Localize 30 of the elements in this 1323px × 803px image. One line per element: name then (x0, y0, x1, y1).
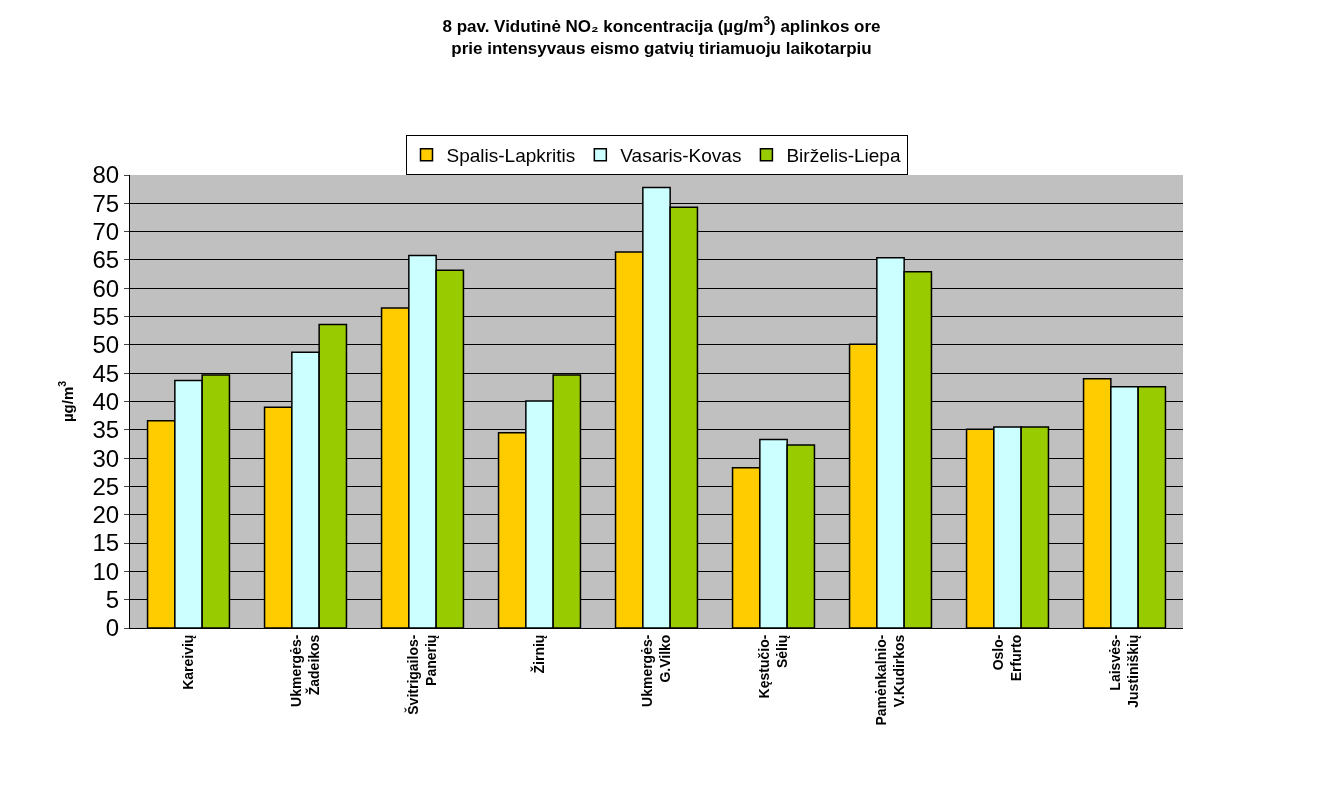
x-tick-label: Laisvės-Justiniškių (1106, 634, 1142, 708)
y-tick-label: 10 (92, 557, 120, 585)
y-tick-label: 75 (92, 189, 120, 217)
x-tick-label: Kareivių (180, 634, 197, 690)
x-tick-label: Kęstučio-Sėlių (755, 634, 791, 699)
y-tick-label: 40 (92, 387, 120, 415)
y-tick-label: 80 (92, 161, 120, 189)
x-tick-label: Ukmergės-Žadeikos (287, 634, 323, 707)
legend-label: Birželis-Liepa (786, 145, 901, 167)
y-tick-label: 25 (92, 472, 120, 500)
y-tick-label: 5 (105, 586, 120, 614)
x-tick-label: Ukmergės-G.Vilko (638, 634, 674, 707)
chart-title: 8 pav. Vidutinė NO₂ koncentracija (µg/m$^{3}$) aplinkos ore prie intensyvaus eismo gatvių tiriamuoju laikotarpiu (442, 13, 881, 59)
y-tick-label: 20 (92, 501, 120, 529)
y-tick-label: 35 (92, 416, 120, 444)
y-tick-label: 0 (105, 614, 120, 642)
legend-label: Vasaris-Kovas (620, 145, 742, 167)
x-tick-label: Švitrigailos-Panerių (403, 634, 440, 715)
y-tick-label: 45 (92, 359, 120, 387)
y-tick-label: 65 (92, 246, 120, 274)
x-tick-label: Pamėnkalnio-V.Kudirkos (872, 634, 908, 726)
y-tick-label: 55 (92, 302, 120, 330)
y-tick-label: 60 (92, 274, 120, 302)
legend-label: Spalis-Lapkritis (446, 145, 576, 167)
x-tick-label: Žirnių (530, 634, 548, 674)
y-tick-label: 50 (92, 331, 120, 359)
y-tick-label: 70 (92, 218, 120, 246)
y-tick-label: 30 (92, 444, 120, 472)
y-tick-label: 15 (92, 529, 120, 557)
x-tick-label: Oslo-Erfurto (989, 634, 1025, 682)
